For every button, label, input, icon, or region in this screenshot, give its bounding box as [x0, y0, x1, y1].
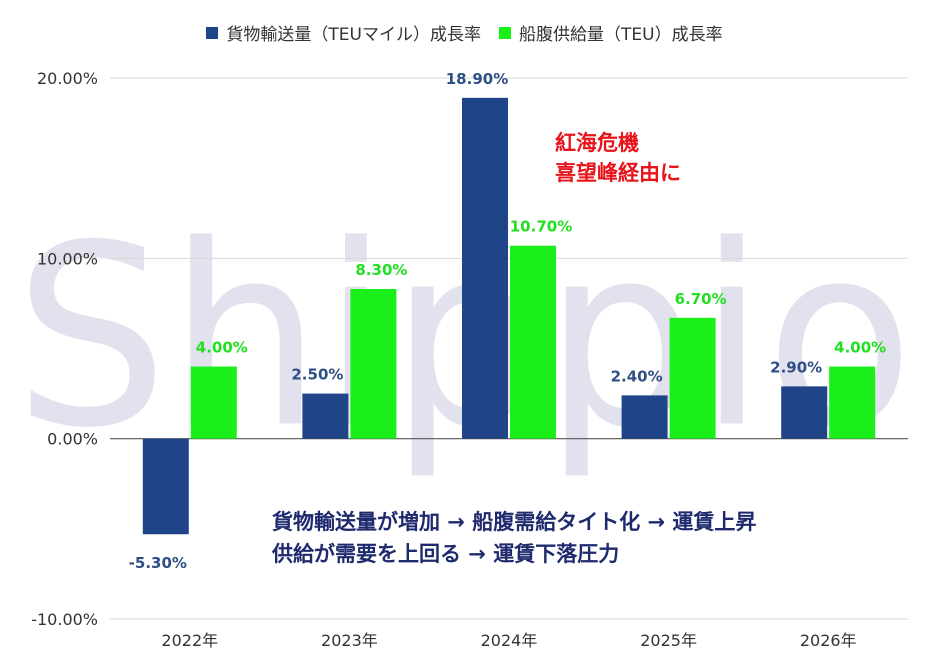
bar-series1 [781, 386, 828, 439]
data-label-series2: 6.70% [675, 290, 727, 308]
x-tick-label: 2023年 [321, 631, 378, 650]
legend-label-series1: 貨物輸送量（TEUマイル）成長率 [226, 25, 481, 45]
bar-series2 [350, 288, 397, 439]
data-label-series2: 4.00% [834, 339, 886, 357]
data-label-series1: 2.90% [770, 358, 822, 376]
data-label-series1: -5.30% [129, 554, 187, 572]
x-tick-label: 2025年 [640, 631, 697, 650]
legend-label-series2: 船腹供給量（TEU）成長率 [519, 25, 723, 45]
blue-annotation-line2: 供給が需要を上回る → 運賃下落圧力 [272, 542, 620, 566]
bar-series1 [462, 97, 508, 439]
y-tick-label: 10.00% [37, 249, 98, 268]
x-tick-label: 2026年 [800, 631, 857, 650]
data-label-series2: 10.70% [510, 218, 572, 236]
bar-series1 [142, 438, 189, 535]
data-label-series1: 18.90% [446, 70, 508, 88]
bar-series2 [190, 366, 237, 439]
x-tick-label: 2022年 [161, 631, 218, 650]
data-label-series2: 4.00% [196, 339, 248, 357]
red-annotation-line2: 喜望峰経由に [555, 161, 681, 185]
data-label-series1: 2.40% [611, 367, 663, 385]
x-tick-label: 2024年 [481, 631, 538, 650]
red-annotation-line1: 紅海危機 [555, 131, 639, 155]
chart-legend: 貨物輸送量（TEUマイル）成長率 船腹供給量（TEU）成長率 [0, 20, 929, 45]
bar-series2 [829, 366, 876, 439]
data-label-series1: 2.50% [291, 366, 343, 384]
legend-item-series1: 貨物輸送量（TEUマイル）成長率 [206, 20, 481, 45]
y-tick-label: -10.00% [31, 610, 98, 629]
red-sea-annotation: 紅海危機 喜望峰経由に [555, 128, 681, 188]
data-label-series2: 8.30% [355, 261, 407, 279]
y-tick-label: 0.00% [47, 430, 98, 449]
blue-annotation-line1: 貨物輸送量が増加 → 船腹需給タイト化 → 運賃上昇 [272, 510, 757, 534]
legend-swatch-series1 [206, 26, 219, 39]
market-annotation: 貨物輸送量が増加 → 船腹需給タイト化 → 運賃上昇 供給が需要を上回る → 運… [272, 506, 756, 570]
bar-series2 [669, 317, 716, 439]
bar-series1 [302, 393, 349, 439]
bar-series2 [510, 245, 556, 439]
y-tick-label: 20.00% [37, 69, 98, 88]
legend-swatch-series2 [499, 26, 511, 39]
legend-item-series2: 船腹供給量（TEU）成長率 [499, 20, 723, 45]
bar-series1 [621, 395, 668, 439]
